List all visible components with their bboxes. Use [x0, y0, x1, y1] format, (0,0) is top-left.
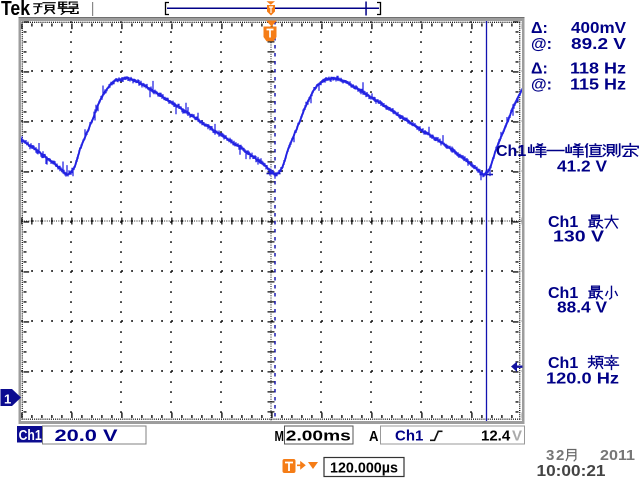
svg-text:Ch1: Ch1 — [548, 285, 578, 302]
svg-text:Ch1: Ch1 — [19, 428, 42, 444]
svg-text:A: A — [369, 428, 379, 445]
svg-text:400mV: 400mV — [571, 20, 626, 37]
svg-text:@:: @: — [531, 36, 552, 53]
svg-text:3: 3 — [546, 447, 554, 464]
svg-text:Tek: Tek — [1, 0, 31, 20]
svg-text:V: V — [512, 428, 522, 445]
svg-text:Ch1: Ch1 — [395, 428, 423, 445]
svg-text:115 Hz: 115 Hz — [570, 77, 626, 94]
svg-text:88.4 V: 88.4 V — [557, 300, 607, 317]
svg-text:12.4: 12.4 — [481, 428, 511, 445]
svg-text:10:00:21: 10:00:21 — [537, 463, 606, 480]
svg-text:Δ:: Δ: — [531, 20, 548, 37]
svg-text:M: M — [275, 428, 285, 445]
svg-text:20.0 V: 20.0 V — [55, 426, 119, 445]
svg-text:Ch1: Ch1 — [496, 143, 526, 160]
svg-text:@:: @: — [531, 77, 552, 94]
svg-text:89.2 V: 89.2 V — [571, 36, 626, 53]
svg-text:1: 1 — [4, 392, 11, 407]
svg-text:Δ:: Δ: — [531, 61, 548, 78]
svg-text:41.2 V: 41.2 V — [557, 159, 607, 176]
svg-text:2.00ms: 2.00ms — [286, 428, 351, 445]
svg-text:Ch1: Ch1 — [548, 355, 578, 372]
svg-text:2: 2 — [556, 447, 564, 464]
svg-text:2011: 2011 — [600, 447, 635, 464]
svg-text:Ch1: Ch1 — [548, 214, 578, 231]
svg-text:120.000µs: 120.000µs — [330, 460, 398, 477]
svg-text:130 V: 130 V — [553, 229, 604, 246]
svg-text:118 Hz: 118 Hz — [570, 61, 626, 78]
svg-text:120.0 Hz: 120.0 Hz — [546, 371, 619, 388]
